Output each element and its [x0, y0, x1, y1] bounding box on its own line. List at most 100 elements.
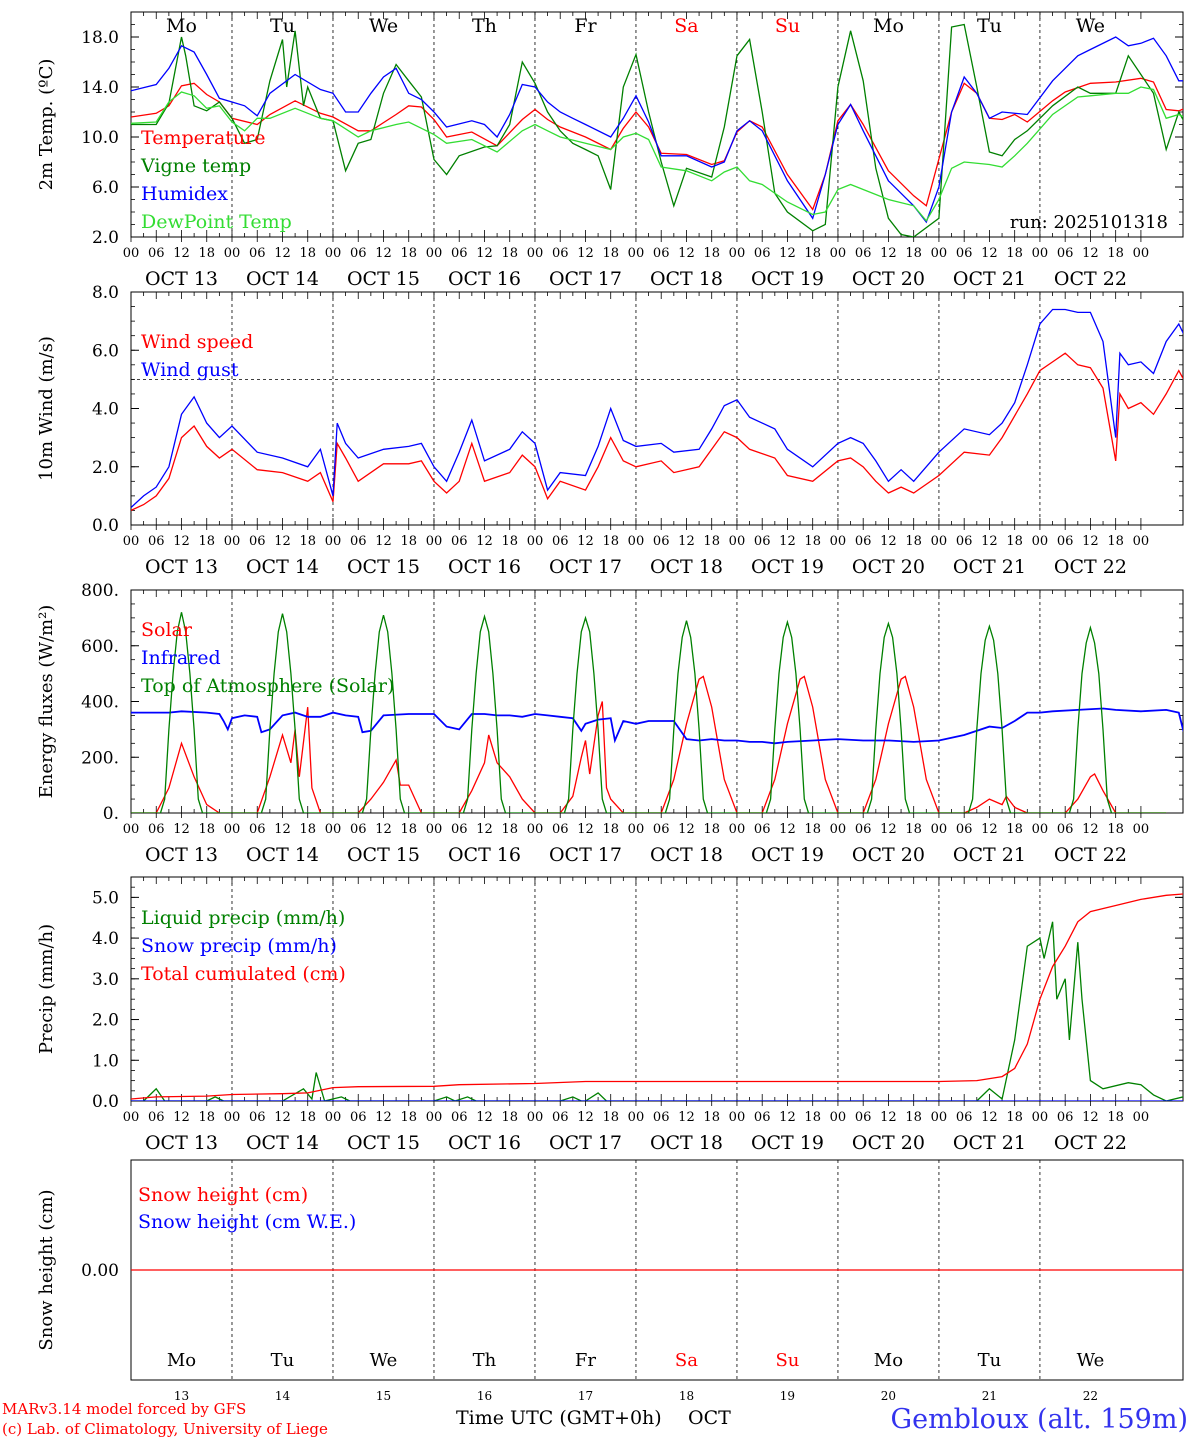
hour-tick-label: 12: [880, 534, 897, 549]
date-label: OCT 17: [549, 844, 622, 866]
legend-entry: Humidex: [141, 183, 228, 205]
hour-tick-label: 12: [981, 822, 998, 837]
day-name-label: Th: [472, 15, 497, 37]
legend-entry: Top of Atmosphere (Solar): [141, 675, 394, 697]
hour-tick-label: 06: [653, 1110, 670, 1125]
legend-entry: Temperature: [141, 127, 265, 149]
y-tick-label: 8.0: [92, 283, 119, 303]
day-number-label: 18: [679, 1389, 694, 1403]
hour-tick-label: 00: [527, 822, 544, 837]
hour-tick-label: 06: [552, 1110, 569, 1125]
y-tick-label: 4.0: [92, 400, 119, 420]
hour-tick-label: 06: [754, 534, 771, 549]
date-label: OCT 17: [549, 1132, 622, 1154]
hour-tick-label: 06: [451, 246, 468, 261]
hour-tick-label: 12: [476, 246, 493, 261]
date-label: OCT 18: [650, 268, 723, 290]
panel-4: 0.0 1.0 2.0 3.0 4.0 5.0 Precip (mm/h) Liquid pr…: [36, 876, 1184, 1154]
day-name-label: Tu: [271, 1350, 295, 1371]
hour-tick-label: 06: [350, 246, 367, 261]
hour-tick-label: 00: [931, 246, 948, 261]
hour-tick-label: 18: [804, 246, 821, 261]
hour-tick-label: 18: [400, 1110, 417, 1125]
hour-tick-label: 18: [198, 246, 215, 261]
hour-tick-label: 00: [1133, 822, 1150, 837]
hour-tick-label: 06: [956, 534, 973, 549]
hour-tick-label: 06: [350, 534, 367, 549]
hour-tick-label: 00: [830, 534, 847, 549]
hour-tick-label: 06: [754, 246, 771, 261]
hour-tick-label: 12: [173, 1110, 190, 1125]
hour-tick-label: 00: [123, 1110, 140, 1125]
hour-tick-label: 18: [198, 534, 215, 549]
hour-tick-label: 00: [426, 534, 443, 549]
date-label: OCT 20: [852, 556, 925, 578]
hour-tick-label: 00: [1133, 246, 1150, 261]
hour-tick-label: 00: [325, 1110, 342, 1125]
hour-tick-label: 06: [148, 1110, 165, 1125]
date-label: OCT 13: [145, 556, 218, 578]
hour-tick-label: 06: [855, 1110, 872, 1125]
location-title: Gembloux (alt. 159m): [891, 1404, 1188, 1435]
day-number-label: 20: [881, 1389, 896, 1403]
day-number-label: 22: [1083, 1389, 1098, 1403]
y-tick-label: 14.0: [81, 78, 119, 98]
hour-tick-label: 12: [577, 246, 594, 261]
hour-tick-label: 18: [602, 246, 619, 261]
y-tick-label: 600.: [81, 637, 119, 657]
hour-tick-label: 18: [804, 822, 821, 837]
day-name-label: Mo: [166, 15, 197, 37]
hour-tick-label: 06: [855, 534, 872, 549]
hour-tick-label: 06: [653, 246, 670, 261]
date-label: OCT 22: [1054, 556, 1127, 578]
day-number-label: 16: [477, 1389, 492, 1403]
date-label: OCT 21: [953, 844, 1026, 866]
legend-entry: Snow precip (mm/h): [141, 935, 337, 957]
hour-tick-label: 12: [779, 1110, 796, 1125]
legend-entry: Wind speed: [141, 331, 253, 353]
panel-frame: [130, 291, 1184, 526]
date-label: OCT 15: [347, 844, 420, 866]
hour-tick-label: 12: [274, 822, 291, 837]
hour-tick-label: 12: [476, 1110, 493, 1125]
hour-tick-label: 18: [804, 534, 821, 549]
hour-tick-label: 18: [1107, 1110, 1124, 1125]
y-axis-label: 10m Wind (m/s): [36, 336, 57, 481]
hour-tick-label: 00: [224, 1110, 241, 1125]
y-tick-label: 0.0: [92, 1092, 119, 1112]
date-label: OCT 22: [1054, 844, 1127, 866]
series-line-infrared: [131, 707, 1183, 745]
hour-tick-label: 18: [703, 822, 720, 837]
hour-tick-label: 18: [299, 246, 316, 261]
hour-tick-label: 12: [880, 246, 897, 261]
hour-tick-label: 12: [476, 822, 493, 837]
hour-tick-label: 12: [173, 246, 190, 261]
date-label: OCT 14: [246, 268, 319, 290]
hour-tick-label: 06: [1057, 822, 1074, 837]
hour-tick-label: 12: [981, 1110, 998, 1125]
hour-tick-label: 06: [451, 1110, 468, 1125]
date-label: OCT 14: [246, 1132, 319, 1154]
hour-tick-label: 06: [754, 1110, 771, 1125]
hour-tick-label: 00: [224, 246, 241, 261]
y-tick-label: 2.0: [92, 1011, 119, 1031]
hour-tick-label: 18: [602, 822, 619, 837]
hour-tick-label: 18: [905, 1110, 922, 1125]
hour-tick-label: 00: [527, 1110, 544, 1125]
hour-tick-label: 00: [729, 822, 746, 837]
legend-entry: Vigne temp: [140, 155, 251, 177]
date-label: OCT 18: [650, 844, 723, 866]
day-name-label: We: [369, 15, 398, 37]
hour-tick-label: 06: [1057, 534, 1074, 549]
hour-tick-label: 06: [249, 534, 266, 549]
date-label: OCT 21: [953, 1132, 1026, 1154]
y-tick-label: 0.0: [92, 516, 119, 536]
hour-tick-label: 12: [1082, 1110, 1099, 1125]
hour-tick-label: 12: [678, 1110, 695, 1125]
series-line-vigne-temp: [131, 23, 1183, 237]
hour-tick-label: 00: [1032, 1110, 1049, 1125]
day-number-label: 21: [982, 1389, 997, 1403]
hour-tick-label: 12: [274, 1110, 291, 1125]
hour-tick-label: 00: [1133, 534, 1150, 549]
